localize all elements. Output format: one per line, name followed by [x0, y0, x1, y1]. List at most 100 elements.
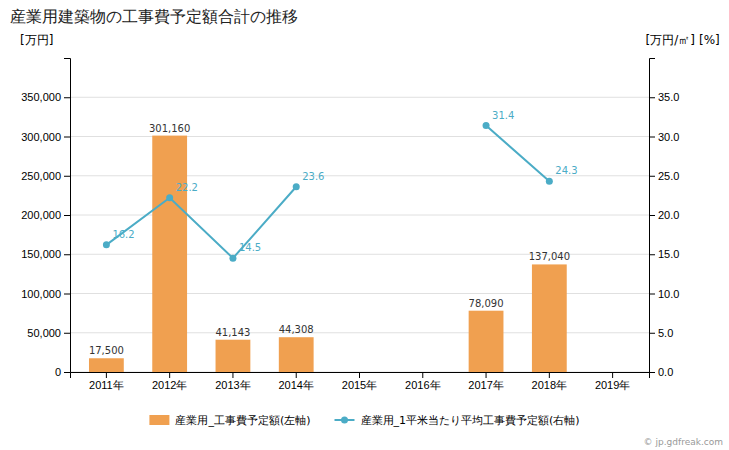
y2-tick-mark	[649, 333, 655, 334]
title: 産業用建築物の工事費予定額合計の推移	[10, 7, 298, 26]
y-tick-mark	[64, 254, 70, 255]
bar-label: 78,090	[469, 298, 504, 309]
line-label: 16.2	[112, 229, 134, 240]
y2-tick: 35.0	[649, 91, 679, 103]
y2-tick-label: 25.0	[658, 170, 679, 182]
y-tick-mark	[64, 294, 70, 295]
x-tick-mark	[612, 372, 613, 378]
plot: 2011年 2012年 2013年 2014年 2015年 2016年 2017年 2018年…	[21, 59, 679, 391]
grid-line	[70, 97, 649, 98]
x-tick-label: 2019年	[595, 379, 630, 391]
legend-item: 産業用_1平米当たり平均工事費予定額(右軸)	[335, 414, 580, 427]
y2-tick-mark	[649, 176, 655, 177]
bar	[595, 372, 630, 373]
line-label: 31.4	[492, 110, 514, 121]
y-tick-mark	[64, 215, 70, 216]
y2-tick-mark	[649, 294, 655, 295]
y-tick: 350,000	[21, 91, 70, 103]
x-tick-mark	[486, 372, 487, 378]
x-tick-label: 2014年	[278, 379, 313, 391]
y-tick-label: 300,000	[21, 131, 61, 143]
bar	[279, 337, 314, 372]
bar	[469, 311, 504, 372]
legend-swatch	[149, 415, 169, 425]
bar-label: 44,308	[279, 324, 314, 335]
y-tick-mark	[64, 333, 70, 334]
x-tick-label: 2012年	[152, 379, 187, 391]
y-tick-mark	[64, 137, 70, 138]
y2-tick: 25.0	[649, 170, 679, 182]
x-tick-label: 2016年	[405, 379, 440, 391]
line-marker	[103, 241, 110, 248]
y2-tick: 30.0	[649, 131, 679, 143]
y2-tick: 20.0	[649, 209, 679, 221]
y-tick: 300,000	[21, 131, 70, 143]
y-tick-label: 100,000	[21, 288, 61, 300]
line-label: 24.3	[555, 165, 577, 176]
y2-tick: 10.0	[649, 288, 679, 300]
bar-label: 137,040	[529, 251, 570, 262]
y2-tick: 15.0	[649, 248, 679, 260]
legend-swatch	[341, 417, 348, 424]
line-marker	[483, 122, 490, 129]
y-axis-label: [万円]	[20, 33, 53, 47]
axis-line	[71, 373, 650, 379]
y-tick-mark	[64, 97, 70, 98]
y-tick: 100,000	[21, 288, 70, 300]
x-tick-mark	[359, 372, 360, 378]
x-tick-mark	[169, 372, 170, 378]
x-tick-mark	[549, 372, 550, 378]
y2-tick-label: 35.0	[658, 91, 679, 103]
x-tick-label: 2018年	[532, 379, 567, 391]
y2-tick-label: 0.0	[658, 366, 673, 378]
y-tick-label: 50,000	[27, 327, 61, 339]
y-tick: 0	[55, 366, 70, 378]
bar	[342, 372, 377, 373]
x-tick-label: 2017年	[468, 379, 503, 391]
x-tick-label: 2015年	[342, 379, 377, 391]
y-tick: 150,000	[21, 248, 70, 260]
annotation: © jp.gdfreak.com	[644, 437, 723, 447]
y2-tick: 5.0	[649, 327, 673, 339]
x-tick: 2015年	[342, 372, 377, 391]
y-tick-label: 150,000	[21, 248, 61, 260]
bar-label: 41,143	[215, 327, 250, 338]
y2-tick-mark	[649, 97, 655, 98]
bar-label: 301,160	[149, 123, 190, 134]
x-tick-mark	[296, 372, 297, 378]
x-tick: 2016年	[405, 372, 440, 391]
chart: 2011年 2012年 2013年 2014年 2015年 2016年 2017年 2018年…	[0, 0, 729, 450]
x-tick: 2017年	[468, 372, 503, 391]
bar	[216, 340, 251, 372]
y-tick: 200,000	[21, 209, 70, 221]
annotation: [%]	[699, 33, 720, 47]
y-tick-label: 0	[55, 366, 61, 378]
line-marker	[546, 178, 553, 185]
x-tick-mark	[106, 372, 107, 378]
y2-tick-label: 20.0	[658, 209, 679, 221]
x-axis: 2011年 2012年 2013年 2014年 2015年 2016年 2017年 2018年…	[71, 372, 650, 391]
line-label: 23.6	[302, 171, 324, 182]
y-tick: 50,000	[27, 327, 70, 339]
x-tick: 2011年	[89, 372, 124, 391]
y-axis: 0 50,000 100,000 150,000 200,000 250,000 300,0…	[21, 59, 70, 379]
grid	[70, 97, 649, 372]
y2-axis-label: [万円/㎡]	[646, 33, 695, 47]
axis-line	[650, 59, 656, 373]
x-tick-mark	[422, 372, 423, 378]
marks	[89, 122, 567, 372]
y-tick-label: 350,000	[21, 91, 61, 103]
x-tick-mark	[232, 372, 233, 378]
y-tick-mark	[64, 372, 70, 373]
legend-label: 産業用_工事費予定額(左軸)	[175, 414, 310, 427]
x-tick: 2013年	[215, 372, 250, 391]
data-labels: 17,500301,16041,14344,30878,090137,04016…	[89, 110, 578, 357]
line-marker	[229, 255, 236, 262]
x-tick-label: 2013年	[215, 379, 250, 391]
legend-item: 産業用_工事費予定額(左軸)	[149, 414, 310, 427]
y-tick: 250,000	[21, 170, 70, 182]
y2-tick-label: 5.0	[658, 327, 673, 339]
y2-tick-mark	[649, 137, 655, 138]
legend: 産業用_工事費予定額(左軸) 産業用_1平米当たり平均工事費予定額(右軸)	[149, 414, 579, 427]
bar	[532, 264, 567, 372]
